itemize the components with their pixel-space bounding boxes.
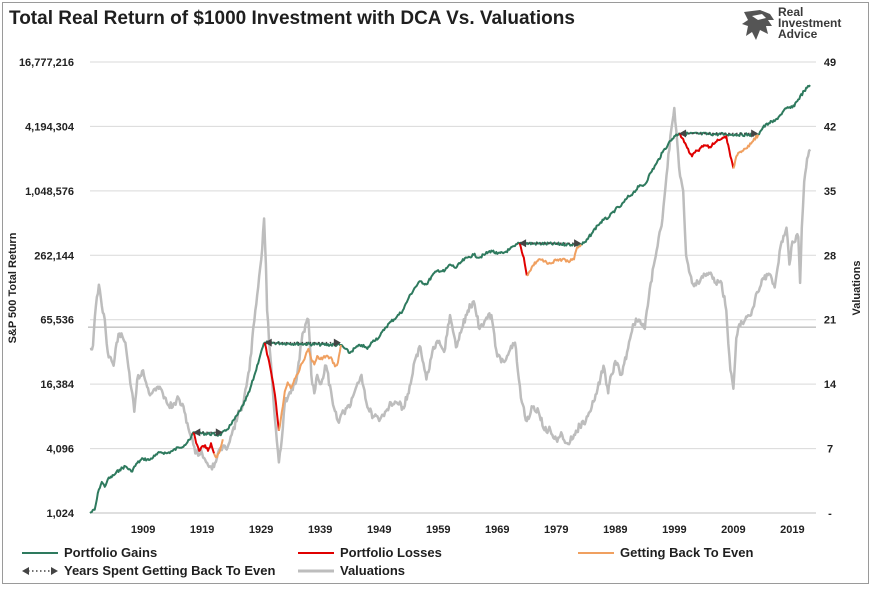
legend-item-arrows: Years Spent Getting Back To Even xyxy=(22,563,275,578)
y2-tick-label: 7 xyxy=(827,444,833,456)
y2-tick-label: - xyxy=(828,508,832,520)
y-tick-label: 262,144 xyxy=(34,250,75,262)
y2-tick-label: 49 xyxy=(824,57,836,69)
eagle-head-icon xyxy=(742,10,774,40)
y2-tick-label: 28 xyxy=(824,250,836,262)
brand-wordmark: Real Investment Advice xyxy=(778,5,842,41)
y-axis-title: S&P 500 Total Return xyxy=(7,232,19,343)
legend-label: Getting Back To Even xyxy=(620,545,754,560)
gains-line xyxy=(89,84,811,514)
legend-swatch-valuations xyxy=(298,569,334,572)
x-tick-label: 1989 xyxy=(603,524,627,536)
y2-tick-label: 35 xyxy=(824,186,836,198)
y2-axis-title: Valuations xyxy=(851,260,863,315)
recovery-segment xyxy=(277,344,342,431)
x-tick-label: 2009 xyxy=(721,524,745,536)
valuations-series xyxy=(89,106,812,471)
y2-tick-label: 14 xyxy=(824,379,837,391)
y-tick-label: 4,096 xyxy=(46,444,74,456)
arrow-head-left xyxy=(193,428,201,437)
y-tick-label: 16,384 xyxy=(40,379,75,391)
recovery-segment xyxy=(526,244,582,277)
y2-tick-label: 21 xyxy=(824,315,836,327)
x-tick-label: 1919 xyxy=(190,524,214,536)
legend-item-recovery: Getting Back To Even xyxy=(578,545,753,560)
legend-label: Years Spent Getting Back To Even xyxy=(64,563,276,578)
valuations-line xyxy=(89,106,812,471)
x-tick-label: 1999 xyxy=(662,524,686,536)
arrow-head-left xyxy=(264,338,272,347)
y-tick-label: 16,777,216 xyxy=(19,57,74,69)
y-tick-label: 1,024 xyxy=(46,508,74,520)
legend-item-valuations: Valuations xyxy=(298,563,405,578)
legend-swatch-arrows xyxy=(22,566,58,575)
losses-segment xyxy=(192,431,215,454)
brand-line-2: Investment xyxy=(778,16,842,30)
x-tick-label: 1909 xyxy=(131,524,155,536)
losses-segment xyxy=(518,242,528,276)
legend-item-losses: Portfolio Losses xyxy=(298,545,442,560)
brand-line-1: Real xyxy=(778,5,804,19)
recovery-segment xyxy=(732,134,760,169)
legend-swatch-losses xyxy=(298,551,334,554)
arrow-head-left xyxy=(519,239,527,248)
arrow-head-right xyxy=(215,428,223,437)
x-tick-label: 1969 xyxy=(485,524,509,536)
recovery-segment xyxy=(213,439,224,459)
losses-segment xyxy=(678,132,735,169)
brand-line-3: Advice xyxy=(778,27,818,41)
losses-segment xyxy=(263,342,280,431)
y-tick-label: 1,048,576 xyxy=(25,186,74,198)
legend-swatch-recovery xyxy=(578,551,614,554)
legend-swatch-gains xyxy=(22,551,58,554)
returns-series xyxy=(89,84,811,514)
y-tick-label: 65,536 xyxy=(40,315,74,327)
arrow-head-left xyxy=(679,129,687,138)
x-tick-label: 1939 xyxy=(308,524,332,536)
legend-label: Portfolio Losses xyxy=(340,545,442,560)
recovery-arrows xyxy=(193,129,759,437)
axes: 1,024 4,096 16,384 65,536 262,144 1,048,576 4,… xyxy=(7,57,863,536)
legend-label: Portfolio Gains xyxy=(64,545,158,560)
y2-tick-label: 42 xyxy=(824,121,836,133)
x-tick-label: 1949 xyxy=(367,524,391,536)
x-tick-label: 1959 xyxy=(426,524,450,536)
arrow-head-right xyxy=(574,239,582,248)
chart-title: Total Real Return of $1000 Investment wi… xyxy=(9,8,575,29)
legend-item-gains: Portfolio Gains xyxy=(22,545,157,560)
x-tick-label: 1929 xyxy=(249,524,273,536)
arrow-head-right xyxy=(333,338,341,347)
x-tick-label: 2019 xyxy=(780,524,804,536)
x-tick-label: 1979 xyxy=(544,524,568,536)
chart-frame xyxy=(2,2,869,584)
arrow-head-right xyxy=(751,129,759,138)
legend-label: Valuations xyxy=(340,563,406,578)
y-tick-label: 4,194,304 xyxy=(25,121,75,133)
